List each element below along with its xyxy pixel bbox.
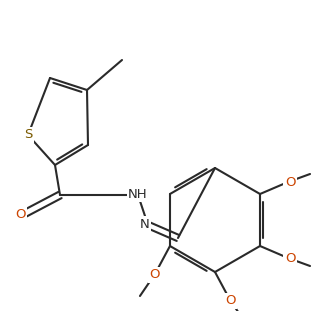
Text: S: S [24, 128, 32, 142]
Text: O: O [225, 295, 235, 308]
Text: O: O [150, 268, 160, 281]
Text: O: O [285, 175, 295, 188]
Text: N: N [140, 217, 150, 230]
Text: NH: NH [128, 188, 148, 201]
Text: O: O [15, 208, 25, 221]
Text: O: O [285, 252, 295, 264]
